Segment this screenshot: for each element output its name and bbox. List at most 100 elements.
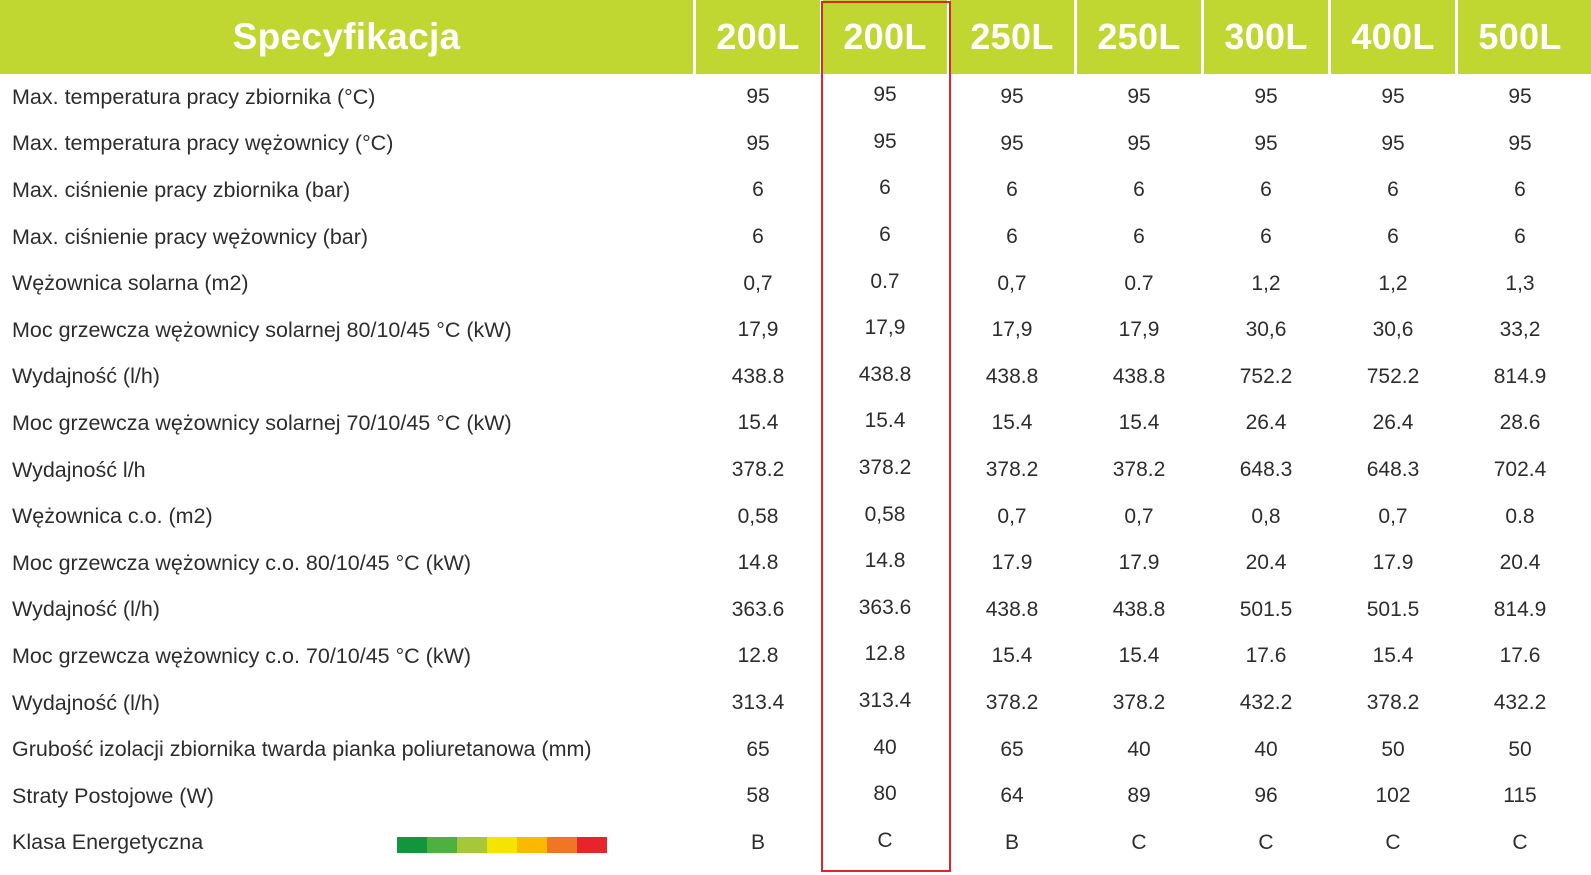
table-cell: C [877,828,893,852]
table-cell: 95 [1254,131,1278,155]
table-row: Moc grzewcza wężownicy solarnej 80/10/45… [0,307,1591,354]
table-cell: 378.2 [1112,691,1166,715]
table-cell: 50 [1508,737,1532,761]
table-cell: 12.8 [864,642,906,666]
table-cell: 0,7 [997,504,1027,528]
table-cell: 14.8 [864,549,906,573]
table-cell: 814.9 [1493,597,1547,621]
table-cell: 814.9 [1493,364,1547,388]
row-label: Wydajność (l/h) [12,690,160,715]
row-label: Max. ciśnienie pracy wężownicy (bar) [12,224,369,249]
table-cell: 438.8 [858,362,912,386]
table-row: Max. temperatura pracy wężownicy (°C) 95 9… [0,121,1591,168]
table-cell: 501.5 [1366,597,1420,621]
table-row: Max. temperatura pracy zbiornika (°C) 95 9… [0,74,1591,121]
table-cell: 363.6 [731,597,785,621]
table-row: Moc grzewcza wężownicy c.o. 70/10/45 °C … [0,633,1591,680]
header-col-7: 500L [1478,16,1562,57]
table-row: Max. ciśnienie pracy zbiornika (bar) 6 6 6 6… [0,167,1591,214]
table-cell: 96 [1254,784,1278,808]
table-cell: 6 [1387,178,1399,202]
header-divider [1074,0,1077,74]
table-cell: 17,9 [737,318,779,342]
table-row: Moc grzewcza wężownicy c.o. 80/10/45 °C … [0,540,1591,587]
energy-class-scale [397,836,607,853]
table-cell: 115 [1503,784,1537,808]
table-cell: 6 [1260,225,1272,249]
table-cell: 6 [752,178,764,202]
table-cell: 438.8 [1112,597,1166,621]
header-col-2: 200L [843,16,927,57]
row-label: Max. temperatura pracy zbiornika (°C) [12,84,376,109]
table-cell: 0,58 [864,502,906,526]
table-cell: 17,9 [991,318,1033,342]
table-row: Wydajność l/h 378.2 378.2 378.2 378.2 648.3 64… [0,447,1591,494]
table-cell: 58 [746,784,770,808]
table-cell: 752.2 [1239,364,1293,388]
table-cell: 378.2 [858,456,912,480]
table-cell: 15.4 [991,644,1033,668]
table-cell: 102 [1375,784,1411,808]
table-cell: 1,2 [1251,271,1281,295]
table-cell: 0.7 [870,269,900,293]
table-row: Wydajność (l/h) 438.8 438.8 438.8 438.8 752.2… [0,354,1591,401]
table-cell: 1,3 [1505,271,1535,295]
table-cell: 6 [1006,178,1018,202]
table-cell: 378.2 [731,458,785,482]
table-body: Max. temperatura pracy zbiornika (°C) 95 9… [0,74,1591,866]
table-cell: 0.8 [1505,504,1535,528]
table-row: Grubość izolacji zbiornika twarda pianka… [0,726,1591,773]
table-cell: 6 [1387,225,1399,249]
table-cell: 432.2 [1239,691,1293,715]
table-cell: 26.4 [1372,411,1414,435]
table-cell: 65 [1000,737,1024,761]
table-cell: 28.6 [1499,411,1541,435]
table-cell: 17.9 [991,551,1033,575]
header-divider [1455,0,1458,74]
header-col-4: 250L [1097,16,1181,57]
table-cell: 30,6 [1245,318,1287,342]
row-label: Max. ciśnienie pracy zbiornika (bar) [12,177,351,202]
row-label: Wężownica c.o. (m2) [12,504,213,529]
energy-scale-segment [487,836,517,853]
table-row: Klasa Energetyczna B C B C C C C [0,820,1591,867]
table-cell: 95 [1000,85,1024,109]
row-label: Max. temperatura pracy wężownicy (°C) [12,131,394,156]
table-cell: 648.3 [1239,458,1293,482]
row-label: Wydajność l/h [12,457,146,482]
table-cell: 17.9 [1372,551,1414,575]
table-cell: 64 [1000,784,1024,808]
table-cell: 95 [1508,131,1532,155]
table-cell: 0.7 [1124,271,1154,295]
table-row: Wydajność (l/h) 363.6 363.6 438.8 438.8 501.5… [0,587,1591,634]
table-cell: 17,9 [1118,318,1160,342]
table-cell: 95 [1000,131,1024,155]
table-cell: 438.8 [1112,364,1166,388]
row-label: Moc grzewcza wężownicy c.o. 70/10/45 °C … [12,643,472,668]
table-row: Wężownica solarna (m2) 0,7 0.7 0,7 0.7 1,2 1,2… [0,260,1591,307]
table-cell: 1,2 [1378,271,1408,295]
table-cell: 95 [1127,131,1151,155]
table-cell: 20.4 [1245,551,1287,575]
table-cell: 0,58 [737,504,779,528]
table-cell: 6 [752,225,764,249]
table-cell: 752.2 [1366,364,1420,388]
table-cell: 363.6 [858,595,912,619]
table-cell: 501.5 [1239,597,1293,621]
table-row: Max. ciśnienie pracy wężownicy (bar) 6 6 6 6… [0,214,1591,261]
row-label: Moc grzewcza wężownicy solarnej 70/10/45… [12,410,512,435]
table-cell: C [1385,830,1401,854]
header-divider [1201,0,1204,74]
table-cell: 20.4 [1499,551,1541,575]
row-label: Wydajność (l/h) [12,597,160,622]
energy-scale-segment [427,836,457,853]
table-cell: 15.4 [864,409,906,433]
table-cell: 438.8 [731,364,785,388]
table-cell: 313.4 [731,691,785,715]
header-divider [693,0,696,74]
table-cell: 89 [1127,784,1151,808]
table-cell: 15.4 [737,411,779,435]
table-cell: 438.8 [985,364,1039,388]
energy-scale-segment [547,836,577,853]
